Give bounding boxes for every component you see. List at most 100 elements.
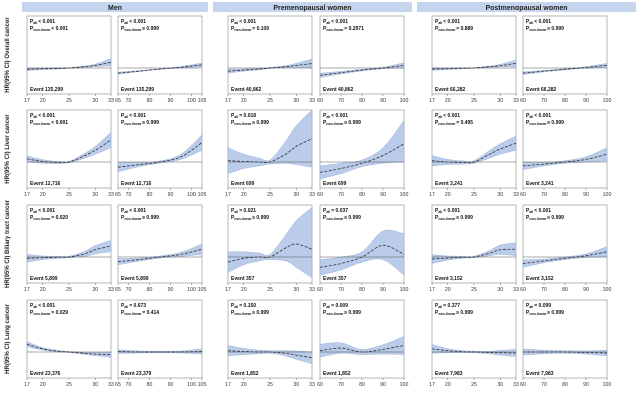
x-tick-label: 60 xyxy=(317,382,323,388)
event-count: Event 7,983 xyxy=(526,371,554,377)
x-tick-label: 65 xyxy=(115,382,121,388)
event-count: Event 135,299 xyxy=(121,87,154,93)
p-nonlinear: Pnon-linear≥ 0.999 xyxy=(526,215,564,221)
hr-curve xyxy=(117,351,203,353)
x-tick-label: 20 xyxy=(40,287,46,293)
p-nonlinear: Pnon-linear= 0.889 xyxy=(435,26,473,32)
x-tick-label: 25 xyxy=(66,192,72,198)
p-overall: Pall< 0.001 xyxy=(121,113,146,119)
x-tick-label: 100 xyxy=(400,287,409,293)
x-tick-label: 90 xyxy=(380,382,386,388)
ci-band xyxy=(227,207,313,279)
x-tick-label: 100 xyxy=(603,192,612,198)
x-tick-label: 25 xyxy=(267,287,273,293)
p-nonlinear: Pnon-linear≥ 0.999 xyxy=(435,215,473,221)
panels: 17 20 25 30 33 Pall< 0.001 Pnon-linear< 0.001 E… xyxy=(24,15,612,388)
hr-curve xyxy=(431,248,517,260)
p-overall: Pall< 0.001 xyxy=(323,19,348,25)
x-tick-label: 20 xyxy=(241,192,247,198)
x-tick-label: 17 xyxy=(429,98,435,104)
x-tick-label: 17 xyxy=(225,382,231,388)
group-header-bg xyxy=(417,2,636,12)
x-tick-label: 17 xyxy=(225,98,231,104)
x-tick-label: 30 xyxy=(92,287,98,293)
event-count: Event 66,282 xyxy=(526,87,557,93)
x-tick-label: 20 xyxy=(445,287,451,293)
x-tick-label: 17 xyxy=(225,192,231,198)
x-tick-label: 100 xyxy=(603,382,612,388)
p-overall: Pall< 0.001 xyxy=(30,19,55,25)
x-tick-label: 100 xyxy=(400,192,409,198)
p-nonlinear: Pnon-linear≥ 0.999 xyxy=(323,215,361,221)
event-count: Event 40,862 xyxy=(231,87,262,93)
x-tick-label: 80 xyxy=(359,287,365,293)
row-label: HR(95% CI) Lung cancer xyxy=(5,303,11,373)
x-tick-label: 90 xyxy=(168,382,174,388)
hr-curve xyxy=(227,350,313,359)
x-tick-label: 90 xyxy=(583,382,589,388)
panel-frame xyxy=(522,204,608,284)
hr-curve xyxy=(26,343,112,355)
event-count: Event 3,152 xyxy=(526,276,554,282)
x-tick-label: 90 xyxy=(583,192,589,198)
x-tick-label: 33 xyxy=(513,192,519,198)
hr-curve xyxy=(522,251,608,264)
p-nonlinear: Pnon-linear= 0.495 xyxy=(435,120,473,126)
event-count: Event 12,716 xyxy=(30,181,61,187)
x-tick-label: 25 xyxy=(471,98,477,104)
x-tick-label: 60 xyxy=(317,192,323,198)
p-overall: Pall< 0.001 xyxy=(435,208,460,214)
x-tick-label: 90 xyxy=(168,98,174,104)
x-tick-label: 60 xyxy=(520,98,526,104)
p-nonlinear: Pnon-linear< 0.001 xyxy=(30,120,68,126)
row-label: HR(95% CI) Biliary tract cancer xyxy=(5,199,11,288)
p-overall: Pall= 0.018 xyxy=(231,113,256,119)
x-tick-label: 90 xyxy=(168,287,174,293)
x-tick-label: 30 xyxy=(293,287,299,293)
event-count: Event 699 xyxy=(231,181,255,187)
p-nonlinear: Pnon-linear≥ 0.999 xyxy=(526,310,564,316)
ci-band xyxy=(431,344,517,357)
panel-frame xyxy=(522,109,608,189)
group-header-label: Men xyxy=(108,5,122,12)
x-tick-label: 80 xyxy=(147,192,153,198)
p-overall: Pall= 0.009 xyxy=(323,303,348,309)
x-tick-label: 17 xyxy=(24,98,30,104)
event-count: Event 1,852 xyxy=(231,371,259,377)
hr-curve xyxy=(522,65,608,74)
group-header-bg xyxy=(213,2,412,12)
x-tick-label: 80 xyxy=(359,98,365,104)
panel-frame xyxy=(522,15,608,95)
x-tick-label: 20 xyxy=(445,98,451,104)
x-tick-label: 65 xyxy=(115,192,121,198)
panel-frame xyxy=(117,299,203,379)
x-tick-label: 70 xyxy=(338,287,344,293)
event-count: Event 5,899 xyxy=(121,276,149,282)
x-tick-label: 105 xyxy=(198,192,207,198)
p-nonlinear: Pnon-linear≥ 0.999 xyxy=(121,26,159,32)
x-tick-label: 100 xyxy=(187,98,196,104)
x-tick-label: 17 xyxy=(24,382,30,388)
p-overall: Pall< 0.001 xyxy=(121,208,146,214)
x-tick-label: 105 xyxy=(198,287,207,293)
x-tick-label: 25 xyxy=(66,98,72,104)
p-overall: Pall< 0.001 xyxy=(526,208,551,214)
hr-curve xyxy=(319,345,405,353)
x-tick-label: 65 xyxy=(115,98,121,104)
x-tick-label: 30 xyxy=(92,382,98,388)
p-nonlinear: Pnon-linear≥ 0.999 xyxy=(121,120,159,126)
p-overall: Pall< 0.001 xyxy=(323,113,348,119)
x-tick-label: 70 xyxy=(541,382,547,388)
panel-frame xyxy=(319,299,405,379)
